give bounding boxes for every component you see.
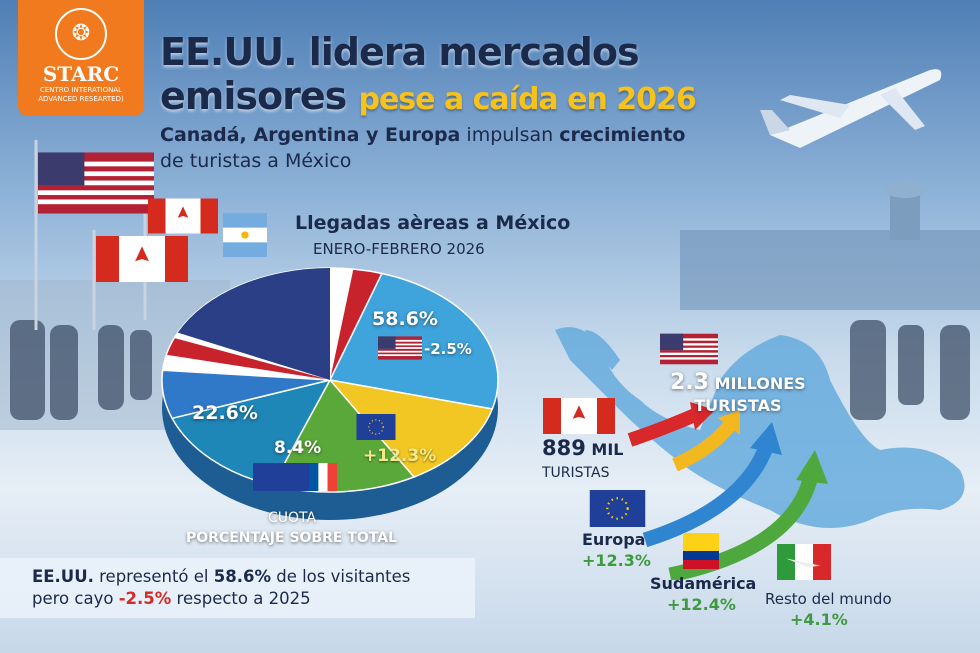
us-change-label: -2.5% <box>424 340 472 358</box>
note-d: de los visitantes <box>270 567 411 586</box>
europe-name: Europa <box>582 530 646 549</box>
flag-canton <box>177 268 330 380</box>
europe-change-label: +12.3% <box>363 446 437 466</box>
subheadline-bold-1: Canadá, Argentina y Europa <box>160 124 461 146</box>
rest-of-world-flag-icon <box>777 544 831 580</box>
flag-stripe <box>330 268 354 380</box>
canada-tourists-label: TURISTAS <box>542 465 610 481</box>
chart-caption-1: CUOTA <box>268 510 317 526</box>
slice-yellow <box>328 378 494 478</box>
canada-tourists: 889 MIL TURISTAS <box>542 437 624 484</box>
rest-name: Resto del mundo <box>765 590 892 608</box>
us-tourists-value: 2.3 <box>670 370 709 395</box>
us-share-label: 58.6% <box>372 308 438 330</box>
seal-icon: ❂ <box>55 8 107 60</box>
europe-share-label: 8.4% <box>274 438 322 458</box>
canada-flag-pole-2 <box>96 236 188 282</box>
canada-tourists-value: 889 <box>542 436 586 460</box>
note-b: representó el <box>93 567 214 586</box>
headline: EE.UU. lidera mercados emisores pese a c… <box>160 30 697 122</box>
slice-canada-share <box>161 369 331 420</box>
usa-flag-map <box>660 333 718 365</box>
colombia-flag-map <box>683 533 719 569</box>
logo-name: STARC <box>42 62 120 86</box>
summary-note: EE.UU. representó el 58.6% de los visita… <box>0 558 475 618</box>
rest-change: +4.1% <box>790 610 848 629</box>
subheadline-text-1: impulsan <box>460 124 560 146</box>
canada-flag-pole <box>148 198 218 234</box>
canada-share-label: 22.6% <box>192 402 258 424</box>
starc-logo: ❂ STARC CENTRO INTERATIONAL ADVANCED RES… <box>18 0 144 116</box>
us-tourists: 2.3 MILLONES TURISTAS <box>670 372 806 417</box>
chart-title: Llegadas aèreas a México <box>295 212 571 234</box>
note-c: 58.6% <box>213 567 271 586</box>
chart-caption-2: PORCENTAJE SOBRE TOTAL <box>186 530 397 546</box>
usa-flag-pole <box>38 152 154 214</box>
airplane-icon <box>760 69 942 148</box>
us-tourists-label: TURISTAS <box>694 396 782 415</box>
subheadline-bold-2: crecimiento <box>559 124 686 146</box>
flag-stripe <box>162 354 330 380</box>
headline-line-1: EE.UU. lidera mercados <box>160 30 640 74</box>
canada-tourists-unit: MIL <box>591 440 624 459</box>
eu-flag-small <box>356 414 396 440</box>
southamerica-name: Sudamérica <box>650 574 757 593</box>
mexico-map <box>555 327 965 528</box>
headline-line-2b: pese a caída en 2026 <box>358 82 696 117</box>
eu-flag-map <box>589 490 646 527</box>
usa-flag-small <box>378 336 422 360</box>
note-a: EE.UU. <box>32 567 94 586</box>
note-e: pero cayo <box>32 589 119 608</box>
canada-flag-map <box>543 398 615 434</box>
us-tourists-unit: MILLONES <box>714 374 806 393</box>
logo-subtitle-2: ADVANCED RESEARTED) <box>38 95 124 103</box>
subheadline-text-2: de turistas a México <box>160 150 352 172</box>
logo-subtitle-1: CENTRO INTERATIONAL <box>39 86 123 94</box>
subheadline: Canadá, Argentina y Europa impulsan crec… <box>160 122 685 174</box>
europe-change: +12.3% <box>582 551 651 570</box>
southamerica-change: +12.4% <box>667 595 736 614</box>
chart-subtitle: ENERO-FEBRERO 2026 <box>313 240 485 258</box>
note-f: -2.5% <box>118 589 172 608</box>
note-g: respecto a 2025 <box>171 589 311 608</box>
europe-flags-small <box>253 463 337 491</box>
headline-line-2a: emisores <box>160 74 359 118</box>
argentina-flag-pole <box>223 213 267 257</box>
